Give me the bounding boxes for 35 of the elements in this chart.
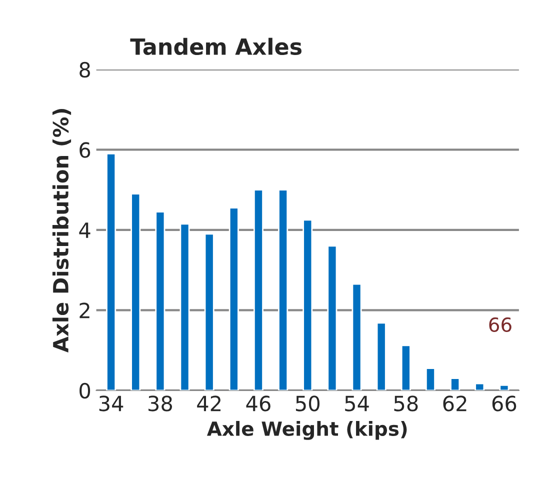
bar xyxy=(253,189,264,390)
bar xyxy=(450,378,460,390)
x-tick-label: 58 xyxy=(394,396,418,412)
bar xyxy=(228,207,239,390)
x-tick-label: 62 xyxy=(443,396,466,412)
y-tick-label: 8 xyxy=(80,62,90,78)
bar xyxy=(278,189,288,390)
x-tick-label: 46 xyxy=(246,396,270,412)
x-tick-label: 50 xyxy=(296,396,320,412)
y-tick-label: 4 xyxy=(79,222,90,238)
chart-title: Tandem Axles xyxy=(130,38,302,56)
bar xyxy=(327,245,338,390)
bar xyxy=(376,322,386,390)
x-axis-title: Axle Weight (kips) xyxy=(206,420,407,440)
x-tick-label: 66 xyxy=(492,396,516,412)
bar xyxy=(474,382,485,390)
bar xyxy=(425,368,436,390)
bar xyxy=(106,153,116,390)
y-tick-label: 6 xyxy=(80,142,90,158)
bar xyxy=(352,283,362,390)
bar xyxy=(302,219,313,390)
x-tick-label: 42 xyxy=(197,396,221,412)
y-tick-label: 2 xyxy=(80,302,90,318)
x-tick-label: 38 xyxy=(148,396,172,412)
bar xyxy=(155,211,166,390)
y-tick-label: 0 xyxy=(80,382,90,399)
bar xyxy=(499,384,510,390)
bar xyxy=(180,223,190,390)
x-tick-label: 34 xyxy=(99,396,124,412)
y-axis-title: Axle Distribution (%) xyxy=(52,108,72,353)
annotation: 66 xyxy=(489,317,512,332)
bar xyxy=(204,233,214,390)
bar xyxy=(400,344,411,390)
x-tick-label: 54 xyxy=(345,396,369,412)
bar xyxy=(130,193,141,390)
